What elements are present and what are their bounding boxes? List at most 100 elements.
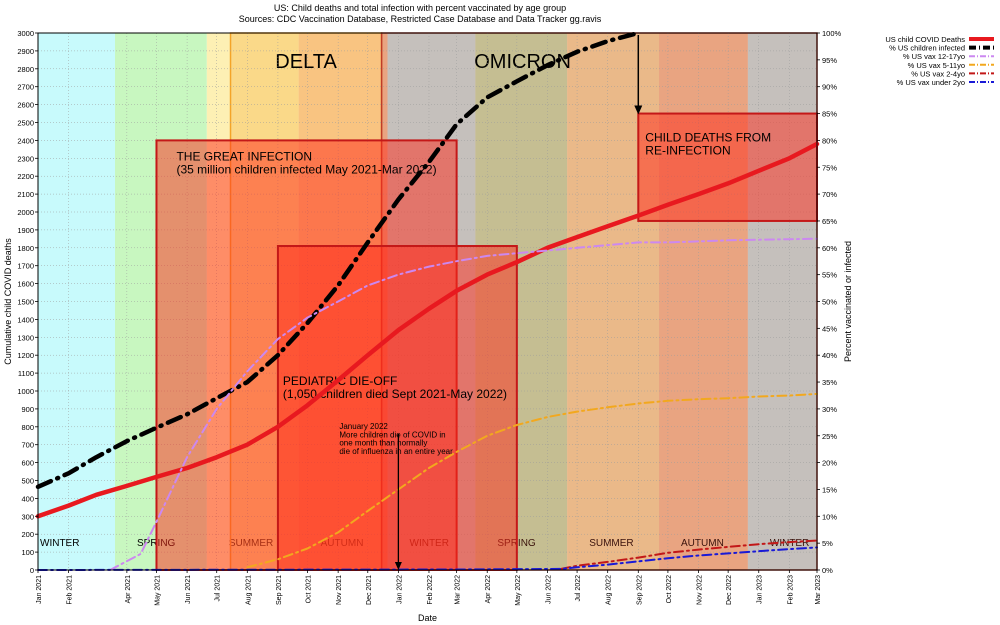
x-tick-label-20: Oct 2022: [666, 575, 673, 604]
x-tick-label-19: Sep 2022: [636, 575, 643, 605]
annotation-line-3: die of influenza in an entire year: [339, 447, 453, 456]
y2-tick-label-11: 55%: [822, 271, 837, 280]
y-tick-label-4: 400: [21, 494, 34, 503]
y2-tick-label-9: 45%: [822, 324, 837, 333]
y-tick-label-21: 2100: [17, 190, 34, 199]
season-label-0: WINTER: [40, 538, 79, 549]
box-label-reinfection-1: RE-INFECTION: [645, 144, 730, 158]
annotation-arrow-head: [394, 562, 402, 570]
x-tick-label-14: Apr 2022: [485, 575, 492, 604]
season-label-8: WINTER: [770, 538, 809, 549]
y2-tick-label-19: 95%: [822, 56, 837, 65]
y-tick-label-8: 800: [21, 423, 34, 432]
y-tick-label-18: 1800: [17, 244, 34, 253]
y2-tick-label-5: 25%: [822, 432, 837, 441]
y-tick-label-28: 2800: [17, 65, 34, 74]
annotation-line-2: one month than normally: [339, 439, 427, 448]
series-line-5: [37, 546, 818, 571]
y-tick-label-1: 100: [21, 548, 34, 557]
y-tick-label-3: 300: [21, 512, 34, 521]
y-tick-label-16: 1600: [17, 280, 34, 289]
y-tick-label-9: 900: [21, 405, 34, 414]
series-line-4: [560, 539, 818, 570]
y2-tick-label-18: 90%: [822, 83, 837, 92]
chart-subtitle: Sources: CDC Vaccination Database, Restr…: [238, 14, 602, 24]
y-tick-label-5: 500: [21, 477, 34, 486]
y-axis-label: Cumulative child COVID deaths: [3, 238, 13, 365]
x-tick-label-17: Jul 2022: [575, 575, 582, 602]
x-tick-label-10: Dec 2021: [366, 575, 373, 605]
x-tick-label-9: Nov 2021: [336, 575, 343, 605]
y2-tick-label-2: 10%: [822, 512, 837, 521]
x-tick-label-15: May 2022: [515, 575, 522, 606]
y-tick-label-29: 2900: [17, 47, 34, 56]
wave-label-omicron: OMICRON: [474, 51, 571, 73]
x-tick-label-7: Sep 2021: [276, 575, 283, 605]
y2-tick-label-0: 0%: [822, 566, 833, 575]
series-line-1: [35, 30, 641, 490]
x-tick-label-12: Feb 2022: [427, 575, 434, 605]
y2-tick-label-15: 75%: [822, 163, 837, 172]
x-tick-label-5: Jul 2021: [215, 575, 222, 602]
y-tick-label-30: 3000: [17, 29, 34, 38]
x-tick-label-11: Jan 2022: [396, 575, 403, 604]
x-tick-label-0: Jan 2021: [36, 575, 43, 604]
y2-tick-label-6: 30%: [822, 405, 837, 414]
y2-tick-label-7: 35%: [822, 378, 837, 387]
series-line-3: [246, 392, 818, 569]
legend-label-3: % US vax 5-11yo: [908, 61, 965, 70]
box-label-reinfection-0: CHILD DEATHS FROM: [645, 131, 771, 145]
y-tick-label-11: 1100: [18, 369, 34, 378]
y-tick-label-19: 1900: [17, 226, 34, 235]
legend-label-1: % US children infected: [889, 44, 965, 53]
y2-tick-label-8: 40%: [822, 351, 837, 360]
y-tick-label-23: 2300: [17, 154, 34, 163]
y-tick-label-17: 1700: [17, 262, 34, 271]
y2-tick-label-1: 5%: [822, 539, 833, 548]
x-tick-label-22: Dec 2022: [726, 575, 733, 605]
legend-label-4: % US vax 2-4yo: [911, 69, 965, 78]
x-tick-label-13: Mar 2022: [455, 575, 462, 605]
season-band-0: [38, 33, 116, 570]
y-tick-label-10: 1000: [17, 387, 34, 396]
x-tick-label-4: Jun 2021: [185, 575, 192, 604]
season-label-6: SUMMER: [589, 538, 633, 549]
wave-label-delta: DELTA: [275, 51, 337, 73]
y2-tick-label-10: 50%: [822, 298, 837, 307]
x-tick-label-1: Feb 2021: [67, 575, 74, 605]
y-tick-label-12: 1200: [17, 351, 34, 360]
x-tick-label-16: Jun 2022: [545, 575, 552, 604]
series-line-0: [35, 141, 820, 519]
y-tick-label-2: 200: [21, 530, 34, 539]
y2-tick-label-17: 85%: [822, 110, 837, 119]
legend-label-0: US child COVID Deaths: [885, 35, 965, 44]
box-pediatric-die-off: [276, 245, 518, 571]
x-tick-label-6: Aug 2021: [245, 575, 252, 605]
season-label-7: AUTUMN: [681, 538, 724, 549]
y-tick-label-22: 2200: [17, 172, 34, 181]
x-tick-label-2: Apr 2021: [125, 575, 132, 604]
y-tick-label-26: 2600: [17, 101, 34, 110]
y-tick-label-20: 2000: [17, 208, 34, 217]
x-tick-label-24: Feb 2023: [787, 575, 794, 605]
x-tick-label-21: Nov 2022: [697, 575, 704, 605]
series-line-2: [109, 237, 818, 571]
reinfection-arrow-head: [634, 105, 643, 115]
x-tick-label-3: May 2021: [154, 575, 161, 606]
y-tick-label-15: 1500: [17, 298, 34, 307]
y2-tick-label-12: 60%: [822, 244, 837, 253]
x-tick-label-8: Oct 2021: [306, 575, 313, 604]
y-tick-label-6: 600: [21, 459, 34, 468]
y-tick-label-0: 0: [30, 566, 34, 575]
y-tick-label-7: 700: [21, 441, 34, 450]
x-tick-label-23: Jan 2023: [757, 575, 764, 604]
legend-label-2: % US vax 12-17yo: [903, 52, 965, 61]
y-tick-label-14: 1400: [17, 315, 34, 324]
box-label-great-infection-1: (35 million children infected May 2021-M…: [176, 162, 436, 176]
y2-tick-label-13: 65%: [822, 217, 837, 226]
x-tick-label-25: Mar 2023: [815, 575, 822, 605]
y2-tick-label-16: 80%: [822, 136, 837, 145]
annotation-line-1: More children die of COVID in: [339, 430, 445, 439]
box-label-great-infection-0: THE GREAT INFECTION: [176, 149, 312, 163]
